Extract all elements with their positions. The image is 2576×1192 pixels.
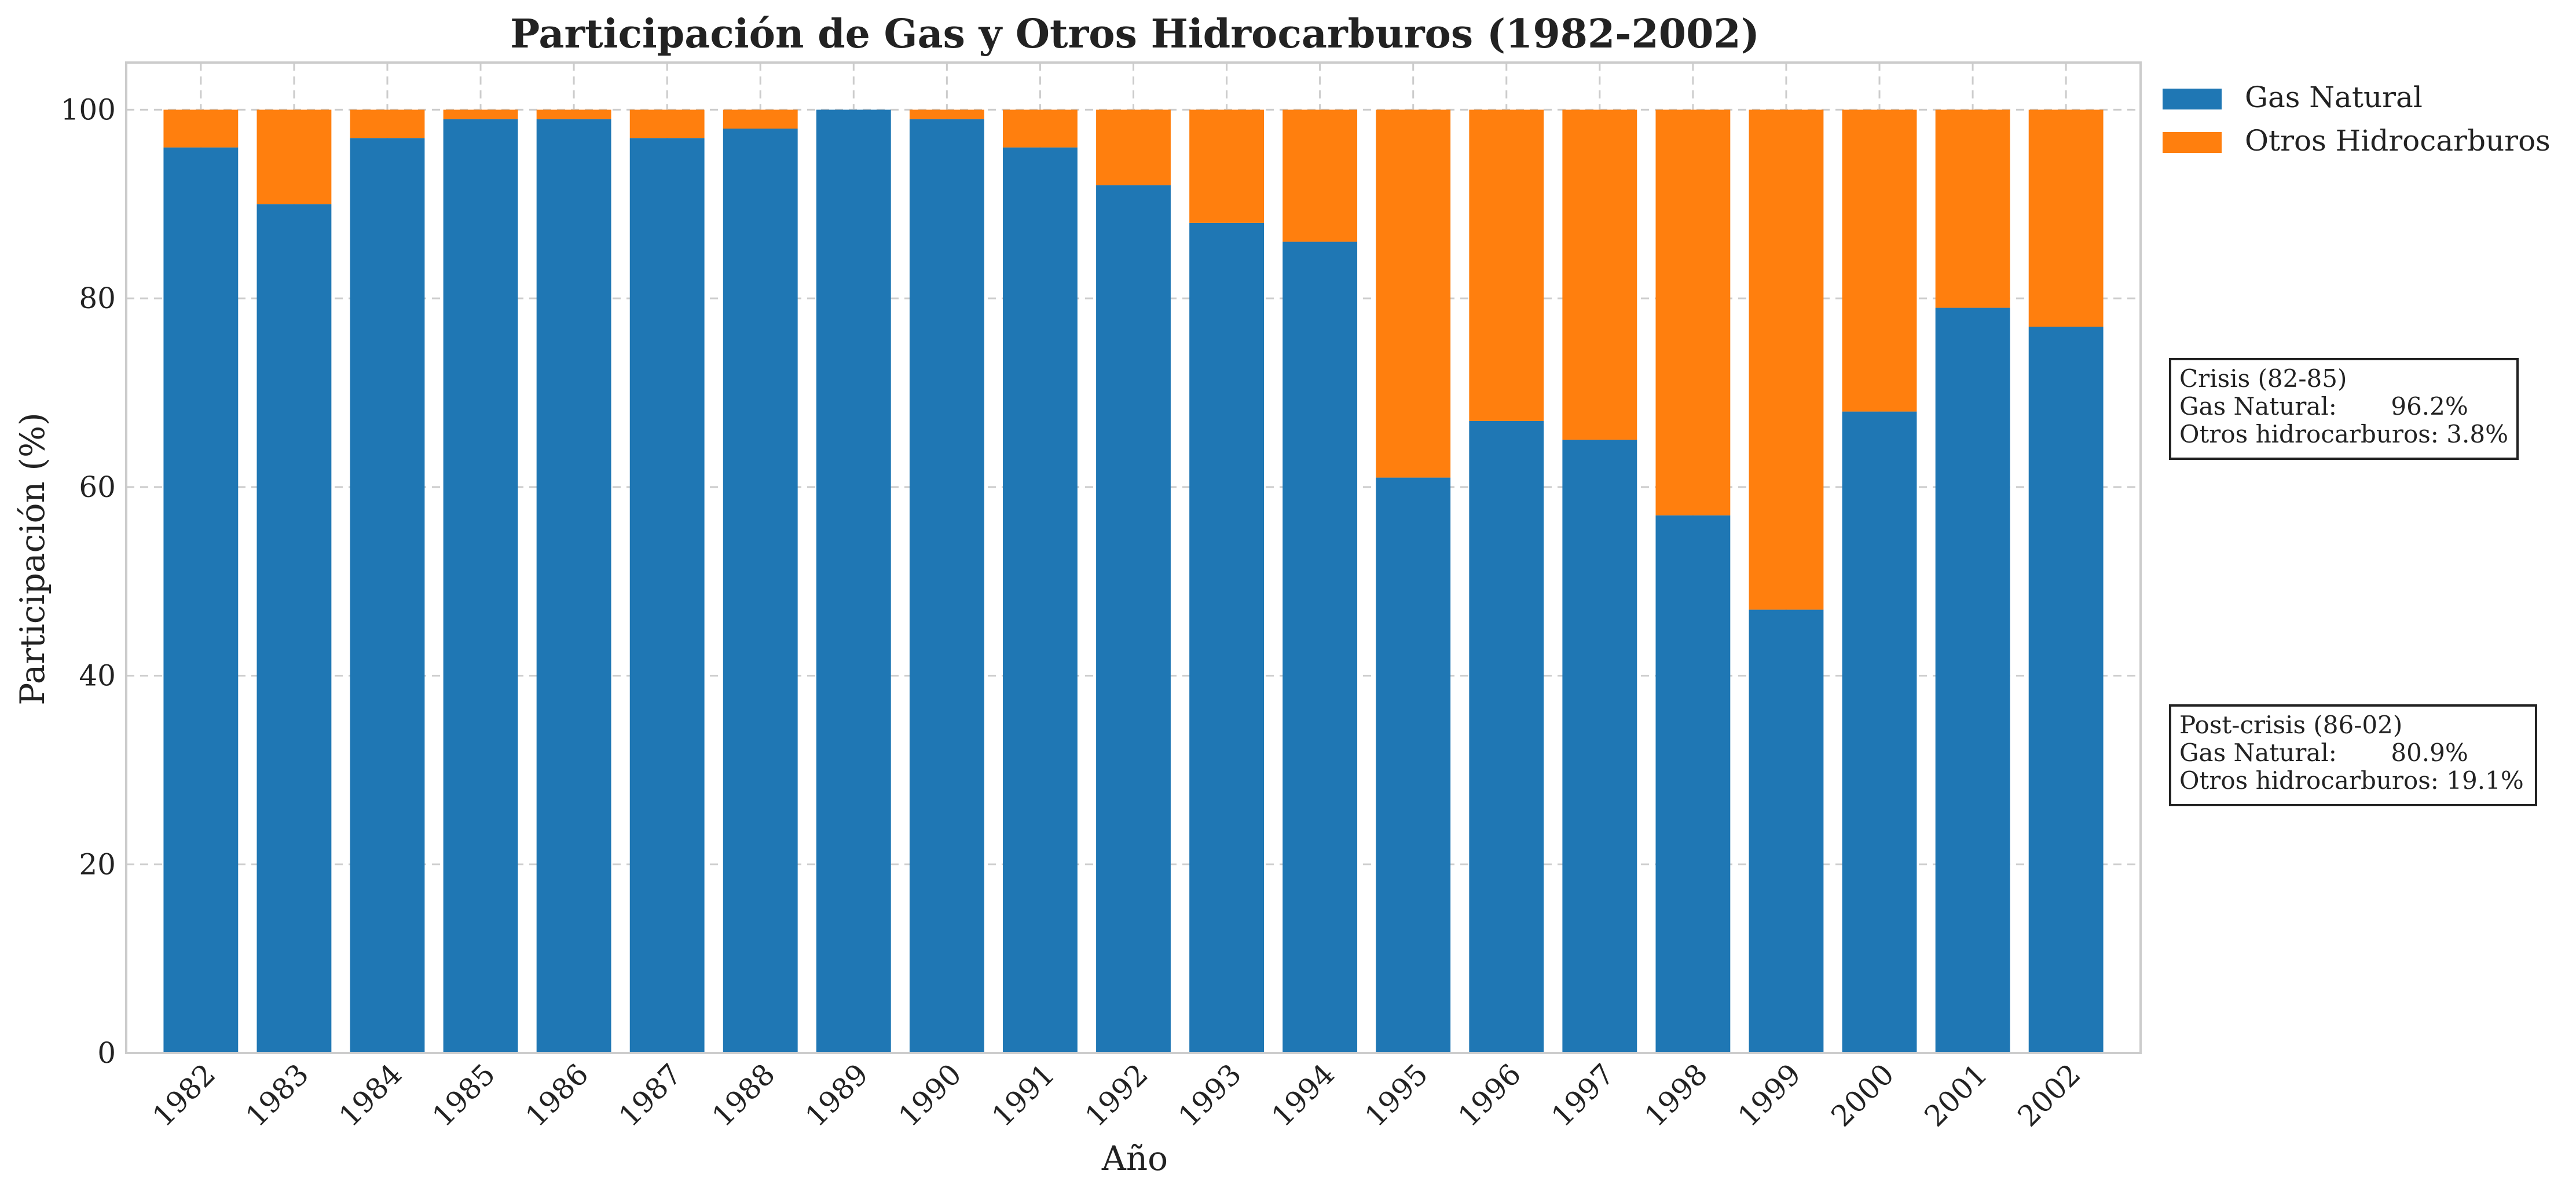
bar-gas-natural [1655, 515, 1731, 1053]
annotation-line: Gas Natural: 96.2% [2179, 392, 2468, 421]
legend-swatch [2163, 89, 2222, 109]
annotation-line: Post-crisis (86-02) [2179, 711, 2402, 739]
legend-swatch [2163, 132, 2222, 153]
bar-otros-hidrocarburos [1003, 109, 1078, 148]
annotation-box [2169, 358, 2519, 460]
y-tick-label: 60 [79, 470, 116, 504]
bar-gas-natural [1562, 440, 1637, 1053]
bar-gas-natural [723, 129, 798, 1053]
bar-otros-hidrocarburos [629, 109, 705, 138]
bar-otros-hidrocarburos [1189, 109, 1264, 223]
bar-otros-hidrocarburos [256, 109, 332, 204]
legend: Gas Natural Otros Hidrocarburos [2163, 81, 2551, 158]
bar-gas-natural [1935, 308, 2010, 1053]
y-tick-label: 100 [61, 93, 116, 126]
bar-gas-natural [350, 138, 425, 1053]
bar-otros-hidrocarburos [1469, 109, 1544, 421]
bar-otros-hidrocarburos [1376, 109, 1451, 478]
bar-gas-natural [909, 119, 984, 1054]
y-axis-label: Participación (%) [13, 412, 52, 705]
bar-otros-hidrocarburos [1562, 109, 1637, 440]
annotations: Crisis (82-85)Gas Natural: 96.2%Otros hi… [2169, 358, 2537, 806]
bar-gas-natural [1469, 421, 1544, 1053]
bar-gas-natural [443, 119, 518, 1054]
bar-otros-hidrocarburos [2028, 109, 2104, 327]
annotation-box [2169, 704, 2537, 806]
bar-gas-natural [1003, 147, 1078, 1054]
bar-otros-hidrocarburos [1282, 109, 1358, 242]
bar-otros-hidrocarburos [1935, 109, 2010, 308]
bar-gas-natural [816, 109, 891, 1053]
legend-label: Otros Hidrocarburos [2245, 124, 2551, 158]
bar-gas-natural [1096, 185, 1171, 1053]
y-tick-label: 40 [79, 659, 116, 693]
bar-otros-hidrocarburos [163, 109, 239, 148]
bar-otros-hidrocarburos [350, 109, 425, 138]
bar-otros-hidrocarburos [443, 109, 518, 119]
annotation-line: Otros hidrocarburos: 19.1% [2179, 766, 2524, 795]
bar-otros-hidrocarburos [909, 109, 984, 119]
y-tick-labels: 0 20 40 60 80 100 [61, 93, 116, 1070]
bar-gas-natural [1282, 242, 1358, 1053]
chart-title: Participación de Gas y Otros Hidrocarbur… [510, 11, 1760, 57]
bar-gas-natural [1749, 609, 1824, 1053]
bar-otros-hidrocarburos [1749, 109, 1824, 610]
bar-otros-hidrocarburos [536, 109, 611, 119]
bar-otros-hidrocarburos [1096, 109, 1171, 185]
bars-layer [163, 109, 2104, 1054]
legend-label: Gas Natural [2245, 81, 2423, 114]
bar-gas-natural [1842, 411, 1917, 1053]
plot-frame [125, 61, 2142, 1054]
bar-gas-natural [629, 138, 705, 1053]
bar-otros-hidrocarburos [723, 109, 798, 129]
bar-gas-natural [1376, 477, 1451, 1053]
bar-gas-natural [536, 119, 611, 1054]
bar-gas-natural [1189, 222, 1264, 1053]
y-tick-label: 0 [97, 1036, 116, 1070]
y-tick-label: 80 [79, 281, 116, 315]
x-axis-label: Año [1101, 1139, 1168, 1178]
bar-otros-hidrocarburos [1842, 109, 1917, 412]
annotation-line: Otros hidrocarburos: 3.8% [2179, 420, 2508, 448]
bar-gas-natural [256, 204, 332, 1054]
bar-otros-hidrocarburos [1655, 109, 1731, 515]
annotation-line: Gas Natural: 80.9% [2179, 738, 2468, 767]
bar-gas-natural [163, 147, 239, 1054]
y-tick-label: 20 [79, 847, 116, 881]
bar-gas-natural [2028, 327, 2104, 1053]
annotation-line: Crisis (82-85) [2179, 364, 2347, 393]
